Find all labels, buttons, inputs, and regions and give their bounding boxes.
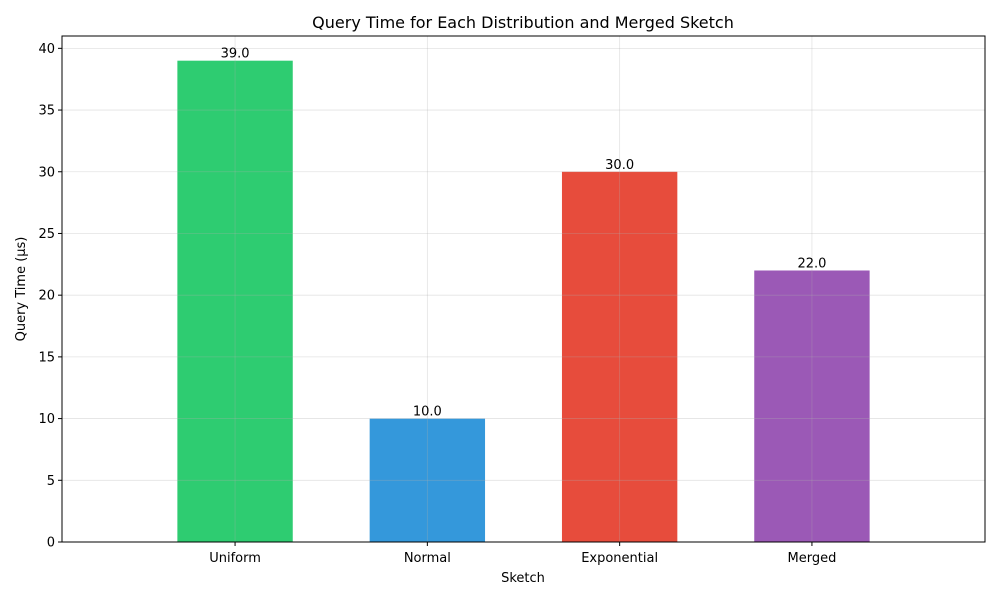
x-axis-label: Sketch	[501, 571, 545, 586]
y-tick-label: 5	[47, 474, 55, 489]
y-tick-label: 30	[38, 165, 55, 180]
y-tick-label: 0	[47, 536, 55, 551]
data-label-exponential: 30.0	[605, 158, 634, 173]
bar-exponential	[561, 171, 678, 542]
data-label-uniform: 39.0	[221, 47, 250, 62]
y-tick-label: 25	[38, 227, 55, 242]
chart-title: Query Time for Each Distribution and Mer…	[312, 13, 734, 32]
x-tick-label-uniform: Uniform	[209, 551, 261, 566]
data-label-merged: 22.0	[797, 256, 826, 271]
bar-uniform	[177, 60, 293, 543]
y-axis-label: Query Time (µs)	[14, 237, 29, 342]
x-tick-label-merged: Merged	[788, 551, 837, 566]
data-label-normal: 10.0	[413, 405, 442, 420]
bar-normal	[369, 418, 486, 542]
x-tick-label-normal: Normal	[404, 551, 451, 566]
y-tick-label: 10	[38, 412, 55, 427]
plot-frame	[61, 35, 986, 543]
axes: 0 5 10 15 20 25 30 35 40 Uniform Normal Exponential…	[38, 35, 986, 566]
bars	[177, 60, 870, 543]
y-tick-label: 35	[38, 104, 55, 119]
y-tick-label: 15	[38, 350, 55, 365]
data-labels: 39.0 10.0 30.0 22.0	[221, 47, 827, 420]
bar-merged	[754, 270, 870, 542]
y-tick-label: 20	[38, 289, 55, 304]
x-tick-label-exponential: Exponential	[581, 551, 658, 566]
y-tick-label: 40	[38, 42, 55, 57]
